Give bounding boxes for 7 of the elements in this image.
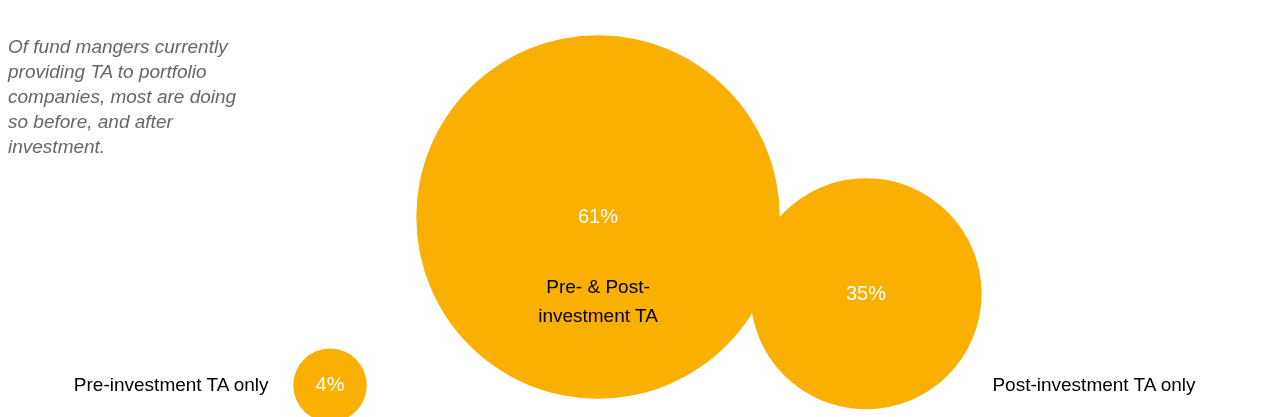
category-label: Post-investment TA only	[992, 374, 1197, 396]
data-label: 35%	[845, 281, 887, 304]
category-label: Pre- & Post-investment TA	[538, 276, 659, 326]
data-label: 4%	[315, 373, 345, 396]
data-label: 61%	[577, 205, 619, 227]
text: Of fund mangers currently providing TA to portfolio companies, most are doing so before, and after investment.	[8, 35, 238, 159]
category-label: Pre-investment TA only	[73, 374, 270, 396]
